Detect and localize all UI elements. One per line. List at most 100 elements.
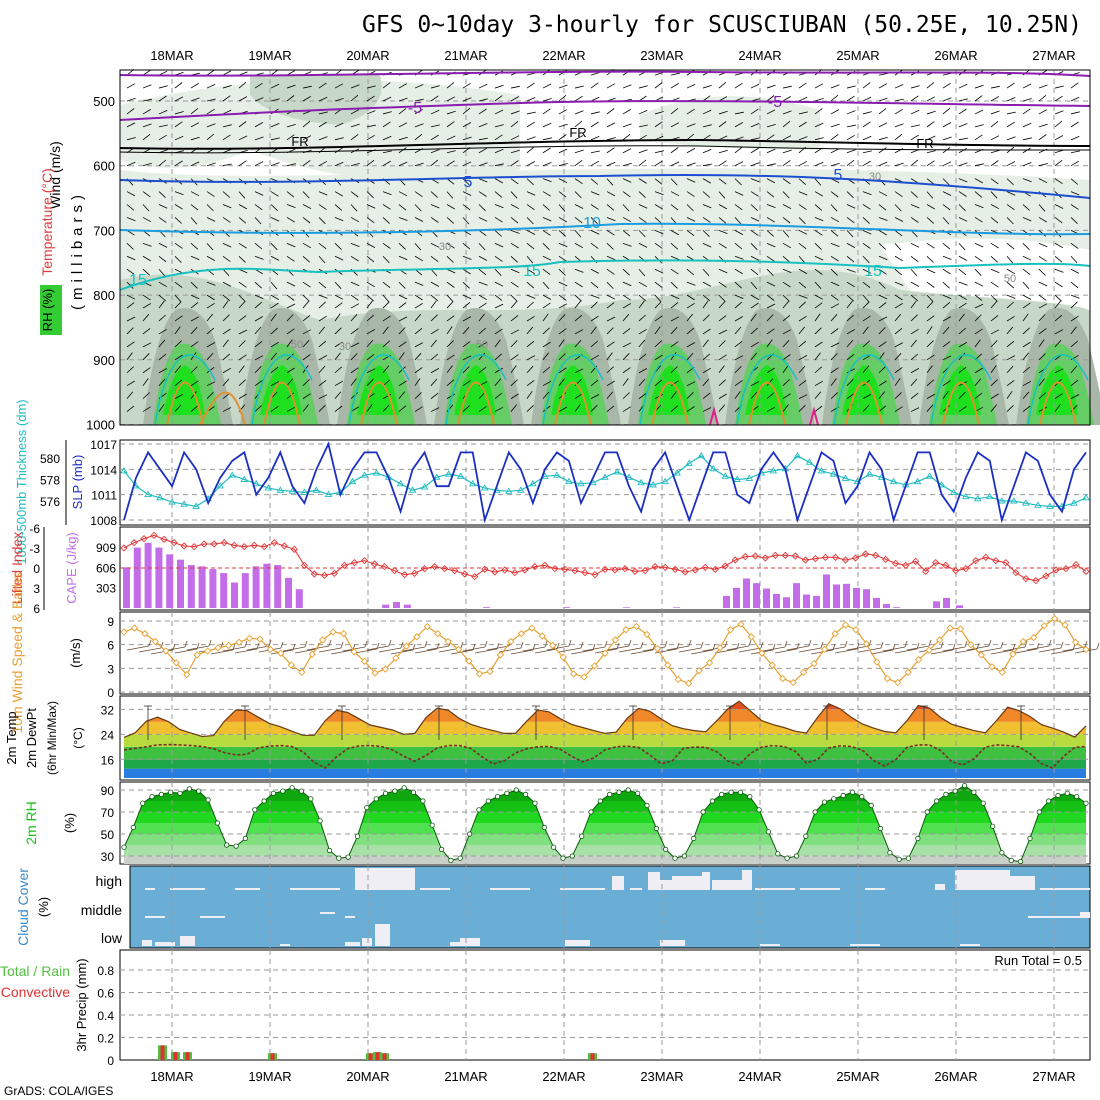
upper-wind-barb [286, 378, 294, 386]
upper-wind-barb [798, 315, 807, 322]
upper-wind-barb [1022, 268, 1031, 275]
upper-wind-barb [350, 242, 360, 247]
li-point [851, 554, 860, 562]
upper-wind-barb [974, 281, 984, 287]
ylabel-cloud: Cloud Cover [15, 868, 31, 946]
upper-wind-barb [942, 178, 950, 186]
upper-wind-barb [270, 255, 280, 261]
upper-wind-barb [622, 217, 632, 223]
x-label-top: 21MAR [444, 48, 487, 63]
upper-wind-barb [382, 404, 390, 412]
upper-wind-barb [638, 339, 646, 348]
upper-wind-barb [126, 341, 135, 348]
cloud-bar [420, 888, 450, 890]
upper-wind-barb [222, 85, 232, 89]
upper-wind-barb [366, 191, 374, 199]
upper-wind-barb [398, 294, 408, 300]
upper-wind-barb [270, 281, 278, 290]
upper-wind-barb [910, 407, 920, 412]
cape-bar [753, 583, 760, 608]
thickness-point [264, 484, 273, 491]
upper-wind-barb [462, 204, 471, 211]
upper-wind-barb [1054, 204, 1064, 209]
upper-wind-barb [542, 391, 550, 399]
rh2m-point [709, 798, 716, 804]
upper-wind-barb [254, 326, 262, 335]
li-point [571, 567, 579, 575]
precip-bars [158, 1045, 597, 1060]
upper-wind-barb [702, 163, 712, 167]
isotherm-20 [942, 381, 980, 426]
upper-wind-barb [606, 178, 614, 186]
wind-barb [666, 645, 690, 651]
li-point [541, 561, 549, 569]
li-point [601, 565, 609, 573]
upper-wind-barb [462, 82, 471, 89]
upper-wind-barb [1006, 97, 1016, 102]
upper-wind-barb [862, 121, 871, 128]
upper-wind-barb [590, 294, 600, 299]
upper-wind-barb [462, 243, 471, 250]
upper-wind-barb [894, 98, 904, 102]
upper-wind-barb [1054, 329, 1064, 335]
upper-wind-barb [846, 149, 856, 154]
upper-wind-barb [878, 97, 888, 102]
wind-barb [786, 645, 810, 651]
upper-wind-barb [222, 109, 232, 115]
upper-wind-barb [1054, 120, 1063, 128]
upper-wind-barb [366, 255, 375, 263]
upper-wind-barb [878, 255, 888, 261]
upper-wind-barb [286, 242, 296, 248]
upper-wind-barb [558, 178, 568, 184]
upper-wind-barb [478, 255, 488, 261]
upper-wind-barb [1070, 160, 1079, 167]
upper-wind-barb [270, 123, 280, 128]
upper-wind-barb [974, 178, 984, 184]
li-point [631, 567, 639, 575]
wind-point [298, 668, 306, 676]
upper-wind-barb [478, 268, 487, 276]
upper-wind-barb [318, 365, 326, 374]
upper-wind-barb [862, 230, 872, 235]
upper-wind-barb [206, 294, 215, 301]
upper-wind-barb [446, 315, 455, 322]
x-label-bottom: 22MAR [542, 1069, 585, 1084]
upper-wind-barb [494, 339, 501, 348]
rh2m-point [242, 835, 248, 842]
upper-wind-barb [302, 191, 310, 199]
upper-wind-barb [910, 191, 918, 198]
upper-wind-barb [798, 191, 808, 196]
upper-wind-barb [894, 84, 904, 89]
upper-wind-barb [270, 69, 279, 76]
ylabel-wind-10m: 10m Wind Speed & Barbs [9, 572, 25, 733]
upper-wind-barb [654, 160, 663, 167]
pressure-tick-label: 800 [93, 288, 115, 303]
upper-wind-barb [302, 120, 311, 128]
upper-wind-barb [398, 204, 407, 211]
upper-wind-barb [702, 204, 712, 209]
upper-wind-barb [798, 326, 806, 335]
x-label-top: 20MAR [346, 48, 389, 63]
upper-wind-barb [702, 314, 710, 322]
upper-wind-barb [846, 378, 854, 386]
upper-wind-barb [1054, 368, 1064, 374]
upper-wind-barb [942, 281, 950, 289]
cape-bar [803, 594, 810, 608]
rh2m-point [560, 855, 566, 861]
upper-wind-barb [302, 160, 311, 167]
cloud-bar [1028, 916, 1090, 918]
upper-wind-barb [1070, 301, 1078, 309]
upper-wind-barb [910, 328, 919, 335]
precip-bar-convective [375, 1052, 380, 1060]
rh2m-point [121, 844, 127, 850]
rh2m-point [261, 798, 267, 804]
upper-wind-barb [878, 316, 888, 322]
upper-wind-barb [142, 367, 151, 374]
rh2m-point [877, 825, 884, 832]
upper-wind-barb [622, 313, 630, 322]
upper-wind-barb [302, 329, 312, 335]
upper-wind-barb [430, 109, 440, 115]
li-point [952, 567, 960, 575]
upper-wind-barb [1054, 135, 1064, 141]
